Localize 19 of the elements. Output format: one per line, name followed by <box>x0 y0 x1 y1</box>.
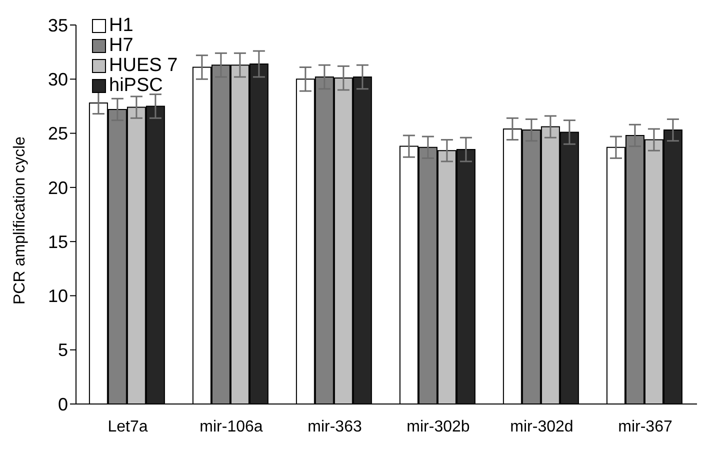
y-tick-label: 35 <box>48 15 68 36</box>
x-tick-label: mir-363 <box>308 418 362 436</box>
y-tick-label: 10 <box>48 286 68 306</box>
legend-label: hiPSC <box>109 75 163 96</box>
x-tick-label: mir-367 <box>618 418 672 436</box>
y-axis-title: PCR amplification cycle <box>12 136 29 304</box>
y-tick-label: 20 <box>48 178 68 198</box>
y-tick-label: 0 <box>58 394 68 414</box>
y-tick-label: 25 <box>48 124 68 144</box>
y-tick-label: 15 <box>48 232 68 252</box>
legend-label: HUES 7 <box>109 55 178 76</box>
x-tick-label: mir-106a <box>200 418 263 436</box>
x-tick-label: mir-302d <box>510 418 574 436</box>
legend-label: H7 <box>109 35 134 56</box>
legend-label: H1 <box>109 15 134 36</box>
y-tick-label: 30 <box>48 70 68 90</box>
x-tick-label: Let7a <box>108 418 148 436</box>
y-tick-label: 5 <box>58 340 68 360</box>
x-tick-label: mir-302b <box>406 418 470 436</box>
